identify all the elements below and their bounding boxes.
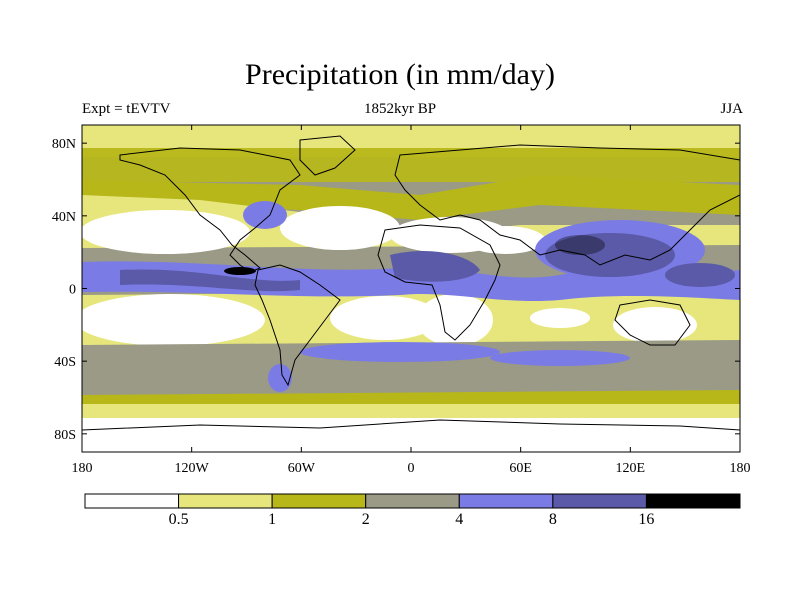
colorbar-swatch: [178, 493, 273, 509]
chart-title: Precipitation (in mm/day): [245, 58, 555, 91]
colorbar-swatch: [84, 493, 180, 509]
max-rain-pacific: [224, 267, 256, 275]
colorbar-label: 2: [362, 511, 370, 528]
wpacific-core: [665, 263, 735, 287]
gulf-stream: [243, 201, 287, 229]
coast-north-america: [119, 147, 301, 273]
patagonia-rain: [268, 364, 292, 392]
experiment-label: Expt = tEVTV: [82, 101, 171, 117]
antarctic-band-1: [82, 404, 740, 422]
latitude-axis: 80N 40N 0 40S 80S: [52, 137, 740, 443]
lon-tick-label: 180: [730, 461, 751, 476]
chart-subtitle: 1852kyr BP: [363, 101, 437, 117]
coast-greenland: [299, 135, 356, 176]
lon-tick-label: 120E: [616, 461, 646, 476]
monsoon-core: [545, 233, 675, 277]
colorbar-swatch: [645, 493, 741, 509]
colorbar-label: 0.5: [169, 511, 189, 528]
lat-tick-label: 80N: [52, 137, 76, 152]
colorbar-swatch: [271, 493, 367, 509]
npacific-dry: [82, 210, 250, 254]
colorbar: 0.5 1 2 4 8 16: [84, 493, 741, 528]
season-label: JJA: [720, 101, 743, 117]
lon-tick-label: 180: [72, 461, 93, 476]
coastlines: [82, 135, 740, 431]
sindian-storm: [490, 350, 630, 366]
satlantic-storm: [300, 342, 500, 362]
middle-east-dry: [465, 226, 545, 254]
safrica-dry: [417, 294, 493, 346]
lat-tick-label: 80S: [54, 428, 76, 443]
spacific-dry: [82, 294, 265, 346]
colorbar-swatch: [365, 493, 460, 509]
natlantic-dry: [280, 206, 400, 250]
satlantic-dry: [330, 296, 440, 340]
colorbar-label: 8: [549, 511, 557, 528]
lat-tick-label: 40S: [54, 355, 76, 370]
colorbar-label: 1: [268, 511, 276, 528]
coast-eurasia: [394, 144, 740, 266]
lon-tick-label: 120W: [175, 461, 210, 476]
coast-africa: [377, 224, 501, 341]
bay-bengal-core: [555, 235, 605, 255]
africa-rain: [390, 250, 480, 282]
lon-tick-label: 60W: [288, 461, 316, 476]
antarctic-band-0: [82, 418, 740, 452]
longitude-axis: 180 120W 60W 0 60E 120E 180: [72, 125, 751, 476]
colorbar-swatch: [552, 493, 647, 509]
lat-tick-label: 0: [69, 283, 76, 298]
colorbar-label: 4: [455, 511, 463, 528]
coast-antarctica: [82, 419, 740, 431]
colorbar-swatch: [458, 493, 554, 509]
coast-south-america: [254, 264, 341, 387]
precipitation-field: [82, 125, 740, 452]
lon-tick-label: 0: [408, 461, 415, 476]
indian-ocean-dry: [530, 308, 590, 328]
coast-australia: [614, 299, 691, 346]
colorbar-label: 16: [638, 511, 654, 528]
lat-tick-label: 40N: [52, 210, 76, 225]
lon-tick-label: 60E: [509, 461, 532, 476]
arctic-band-mid: [82, 148, 740, 182]
australia-dry: [613, 307, 697, 343]
